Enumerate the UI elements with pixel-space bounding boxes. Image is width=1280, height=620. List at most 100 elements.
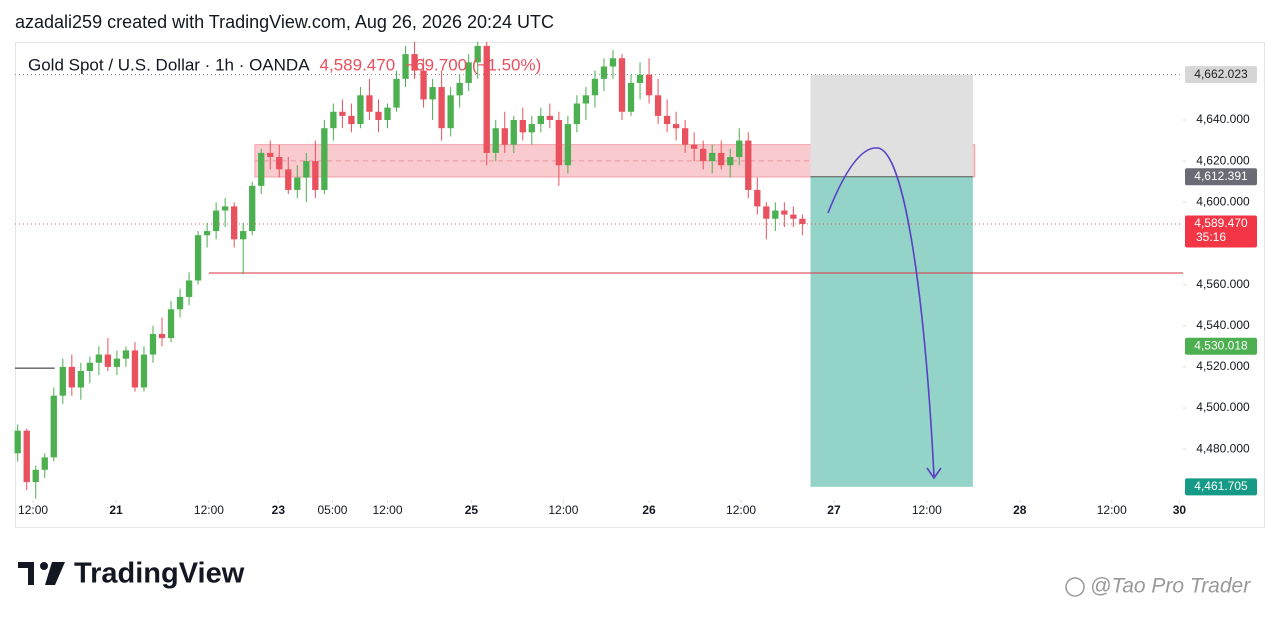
candle-body bbox=[149, 333, 157, 355]
candle-body bbox=[528, 124, 535, 133]
x-tick-label: 27 bbox=[827, 503, 841, 517]
candle-body bbox=[384, 107, 391, 120]
candle-body bbox=[510, 119, 517, 145]
candle-body bbox=[393, 78, 400, 108]
candle-body bbox=[140, 354, 148, 388]
candle-body bbox=[95, 354, 103, 363]
candle-body bbox=[564, 124, 572, 166]
candle-body bbox=[294, 177, 301, 190]
candle-body bbox=[465, 62, 472, 83]
chart-frame bbox=[15, 42, 1265, 528]
candle-body bbox=[348, 115, 355, 125]
candle-body bbox=[41, 457, 48, 470]
logo-slash bbox=[45, 562, 65, 585]
candle-body bbox=[718, 152, 725, 166]
candle-body bbox=[519, 119, 526, 133]
candle-body bbox=[131, 350, 139, 388]
candle-body bbox=[23, 430, 30, 483]
price-tag-label: 4,461.705 bbox=[1194, 479, 1248, 493]
candle-body bbox=[474, 45, 481, 63]
watermark: @Tao Pro Trader bbox=[1065, 575, 1251, 598]
logo-bar bbox=[18, 562, 34, 568]
y-tick-label: 4,520.000 bbox=[1196, 359, 1250, 373]
candle-body bbox=[501, 128, 508, 145]
watermark-icon bbox=[1065, 577, 1085, 597]
plot-area bbox=[14, 41, 1183, 499]
price-tag bbox=[1185, 66, 1257, 84]
x-tick-label: 12:00 bbox=[726, 503, 756, 517]
x-tick-label: 21 bbox=[109, 503, 123, 517]
candle-body bbox=[122, 350, 130, 359]
candle-body bbox=[357, 95, 364, 125]
candle-body bbox=[573, 103, 581, 125]
candle-body bbox=[745, 140, 752, 190]
candle-body bbox=[231, 206, 238, 240]
candle-body bbox=[50, 395, 57, 458]
candle-body bbox=[68, 366, 75, 388]
candle-body bbox=[267, 152, 274, 158]
candle-body bbox=[113, 358, 121, 367]
x-tick-label: 23 bbox=[272, 503, 286, 517]
watermark-text: @Tao Pro Trader bbox=[1090, 575, 1251, 598]
candle-body bbox=[258, 152, 265, 186]
candle-body bbox=[185, 280, 193, 297]
logo-stem bbox=[28, 562, 34, 585]
candle-body bbox=[375, 111, 382, 120]
candle-body bbox=[402, 54, 409, 79]
candle-body bbox=[727, 157, 734, 166]
candle-body bbox=[555, 119, 563, 166]
x-tick-label: 05:00 bbox=[317, 503, 347, 517]
candle-body bbox=[86, 362, 94, 371]
candle-body bbox=[194, 235, 202, 281]
price-tag-label: 4,612.391 bbox=[1194, 169, 1248, 183]
candle-body bbox=[537, 115, 544, 125]
candle-body bbox=[77, 370, 84, 388]
brand-logo: TradingView bbox=[18, 558, 245, 590]
candle-body bbox=[492, 128, 499, 153]
candle-body bbox=[438, 87, 445, 129]
candle-body bbox=[627, 82, 635, 112]
candle-body bbox=[645, 74, 653, 96]
y-tick-label: 4,540.000 bbox=[1196, 318, 1250, 332]
y-tick-label: 4,560.000 bbox=[1196, 277, 1250, 291]
candle-body bbox=[104, 354, 112, 367]
candle-body bbox=[276, 157, 283, 170]
candle-body bbox=[249, 185, 256, 232]
price-tag bbox=[1185, 168, 1257, 186]
candle-body bbox=[681, 128, 689, 145]
candle-body bbox=[447, 95, 454, 129]
x-tick-label: 26 bbox=[642, 503, 656, 517]
candle-body bbox=[221, 206, 229, 211]
x-tick-label: 25 bbox=[465, 503, 479, 517]
price-tag-label: 4,589.470 bbox=[1194, 216, 1248, 230]
price-tag-label: 4,530.018 bbox=[1194, 338, 1248, 352]
candle-body bbox=[203, 231, 211, 236]
x-tick-label: 12:00 bbox=[1097, 503, 1127, 517]
candle-body bbox=[763, 206, 770, 219]
forecast-arrow bbox=[827, 147, 935, 477]
x-tick-label: 12:00 bbox=[372, 503, 402, 517]
candle-body bbox=[636, 74, 644, 83]
candle-body bbox=[754, 189, 761, 207]
y-tick-label: 4,620.000 bbox=[1196, 153, 1250, 167]
change: −69.700 (−1.50%) bbox=[405, 55, 541, 74]
candle-body bbox=[14, 430, 21, 454]
candle-body bbox=[690, 144, 698, 149]
candle-body bbox=[420, 70, 427, 100]
candle-body bbox=[212, 210, 220, 232]
credit: azadali259 created with TradingView.com,… bbox=[15, 12, 554, 32]
countdown: 35:16 bbox=[1196, 230, 1226, 244]
symbol: Gold Spot / U.S. Dollar · 1h · OANDA bbox=[28, 55, 310, 74]
x-tick-label: 12:00 bbox=[194, 503, 224, 517]
candle-body bbox=[663, 115, 671, 125]
stop-box bbox=[810, 74, 973, 177]
candle-body bbox=[167, 309, 175, 339]
price-tag bbox=[1185, 215, 1257, 248]
candle-body bbox=[411, 54, 418, 71]
x-tick-label: 30 bbox=[1173, 503, 1187, 517]
candle-body bbox=[709, 152, 716, 162]
candle-body bbox=[700, 148, 707, 162]
candle-body bbox=[546, 115, 554, 120]
